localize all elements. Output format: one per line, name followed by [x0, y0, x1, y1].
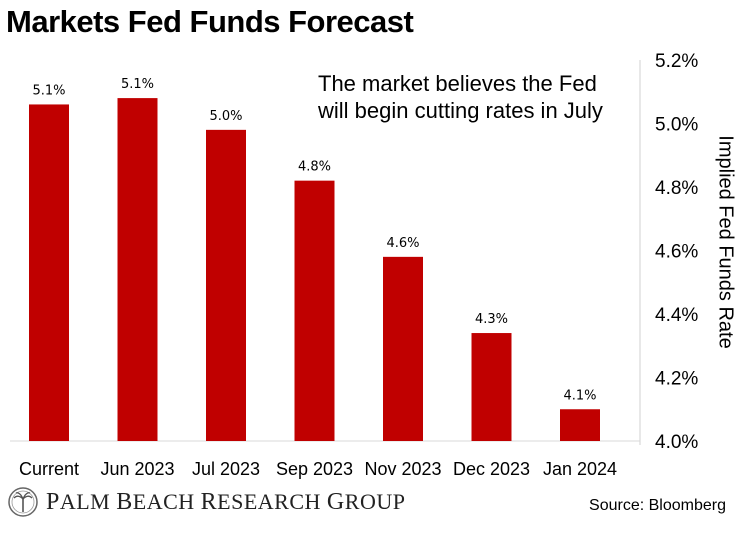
bar: [206, 129, 246, 441]
bar: [383, 256, 423, 441]
y-tick-label: 5.2%: [655, 51, 698, 72]
x-tick-label: Nov 2023: [364, 459, 441, 479]
x-tick-label: Jul 2023: [192, 459, 260, 479]
data-label: 4.3%: [475, 312, 508, 327]
y-tick-label: 4.4%: [655, 305, 698, 326]
y-axis-label: Implied Fed Funds Rate: [714, 135, 737, 349]
brand-footer: PALM BEACH RESEARCH GROUP: [8, 485, 405, 519]
bar: [560, 409, 600, 441]
x-tick-label: Current: [19, 459, 79, 479]
y-tick-label: 5.0%: [655, 115, 698, 136]
chart-title: Markets Fed Funds Forecast: [6, 4, 414, 39]
data-label: 4.1%: [563, 388, 596, 403]
annotation-line-1: The market believes the Fed: [318, 71, 597, 96]
y-tick-label: 4.6%: [655, 242, 698, 263]
y-tick-label: 4.2%: [655, 369, 698, 390]
bar: [29, 104, 69, 441]
x-tick-label: Jun 2023: [100, 459, 174, 479]
data-label: 5.0%: [209, 109, 242, 124]
source-note: Source: Bloomberg: [589, 497, 726, 514]
annotation-line-2: will begin cutting rates in July: [318, 98, 603, 123]
palm-tree-seal-icon: [8, 487, 38, 517]
data-label: 5.1%: [32, 83, 65, 98]
x-tick-label: Dec 2023: [453, 459, 530, 479]
bar: [294, 180, 335, 441]
bar: [117, 98, 158, 441]
y-tick-label: 4.8%: [655, 178, 698, 199]
data-label: 4.6%: [386, 236, 419, 251]
x-tick-label: Jan 2024: [543, 459, 617, 479]
bar: [471, 333, 512, 441]
data-label: 5.1%: [121, 77, 154, 92]
brand-name: PALM BEACH RESEARCH GROUP: [46, 488, 406, 515]
y-tick-label: 4.0%: [655, 432, 698, 453]
data-label: 4.8%: [298, 160, 331, 175]
chart-annotation: The market believes the Fed will begin c…: [318, 70, 618, 124]
x-tick-label: Sep 2023: [276, 459, 353, 479]
